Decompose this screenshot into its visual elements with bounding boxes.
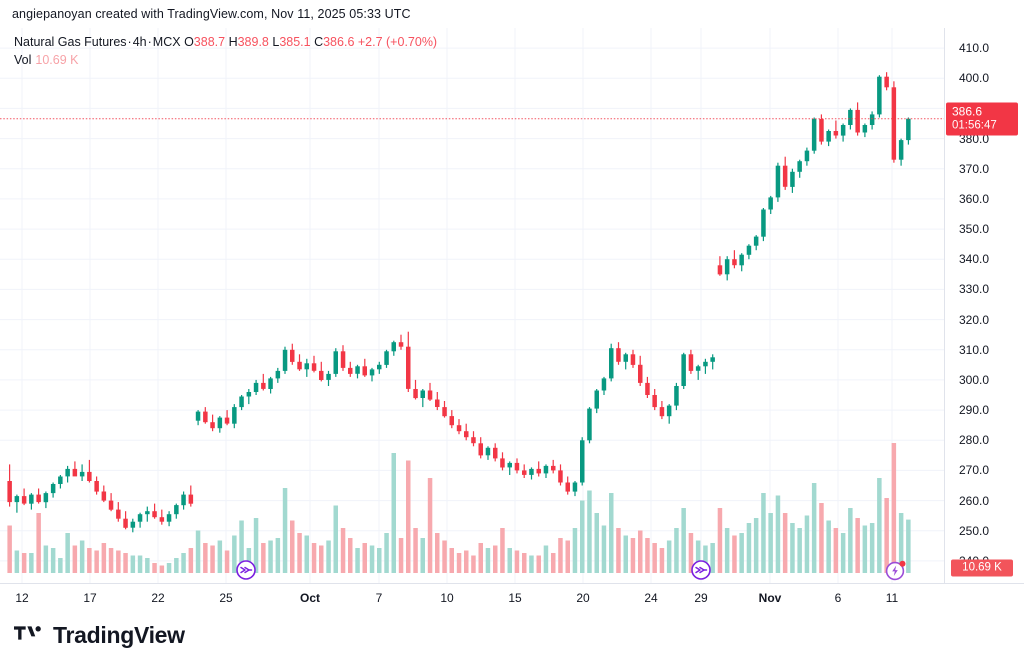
price-tick: 330.0 <box>959 282 990 297</box>
fast-forward-icon <box>236 560 256 580</box>
price-tick: 270.0 <box>959 463 990 478</box>
time-tick: 25 <box>219 591 233 605</box>
price-tick: 370.0 <box>959 161 990 176</box>
time-tick: 22 <box>151 591 165 605</box>
price-tick: 280.0 <box>959 433 990 448</box>
current-price-badge: 386.6 01:56:47 <box>946 102 1018 136</box>
time-tick: 24 <box>644 591 658 605</box>
time-tick: 7 <box>375 591 383 605</box>
time-tick: 15 <box>508 591 522 605</box>
tradingview-wordmark: TradingView <box>53 622 185 648</box>
price-tick: 360.0 <box>959 191 990 206</box>
time-tick: Nov <box>758 591 782 605</box>
price-tick: 400.0 <box>959 71 990 86</box>
price-tick: 260.0 <box>959 493 990 508</box>
time-tick: 12 <box>15 591 29 605</box>
price-tick: 290.0 <box>959 403 990 418</box>
tradingview-logo[interactable]: TradingView <box>14 622 185 649</box>
time-tick: 29 <box>694 591 708 605</box>
price-axis[interactable]: 410.0400.0390.0380.0370.0360.0350.0340.0… <box>944 28 1024 583</box>
price-tick: 320.0 <box>959 312 990 327</box>
chart-pane[interactable]: Natural Gas Futures·4h·MCX O388.7 H389.8… <box>0 28 944 583</box>
time-axis[interactable]: 12 17 22 25 Oct 7 10 15 20 24 29 Nov 6 11 <box>0 583 1024 609</box>
time-tick: 11 <box>885 591 899 605</box>
volume-badge: 10.69 K <box>951 559 1013 577</box>
attribution-text: angiepanoyan created with TradingView.co… <box>12 7 411 21</box>
fast-forward-marker-1[interactable] <box>235 559 257 581</box>
fast-forward-marker-2[interactable] <box>690 559 712 581</box>
price-tick: 250.0 <box>959 523 990 538</box>
time-tick: 10 <box>440 591 454 605</box>
lightning-bolt-icon <box>885 560 906 581</box>
bar-countdown: 01:56:47 <box>952 119 997 132</box>
candlestick-plot <box>0 72 944 573</box>
price-tick: 310.0 <box>959 342 990 357</box>
tradingview-logo-icon <box>14 623 44 648</box>
price-tick: 340.0 <box>959 252 990 267</box>
current-price-value: 386.6 <box>952 104 983 119</box>
time-tick: 17 <box>83 591 97 605</box>
fast-forward-icon <box>691 560 711 580</box>
lightning-marker[interactable] <box>885 559 907 581</box>
price-tick: 350.0 <box>959 222 990 237</box>
time-tick: 6 <box>834 591 842 605</box>
footer: TradingView <box>0 612 1024 665</box>
time-tick: Oct <box>299 591 321 605</box>
price-tick: 300.0 <box>959 372 990 387</box>
time-tick: 20 <box>576 591 590 605</box>
price-tick: 410.0 <box>959 41 990 56</box>
